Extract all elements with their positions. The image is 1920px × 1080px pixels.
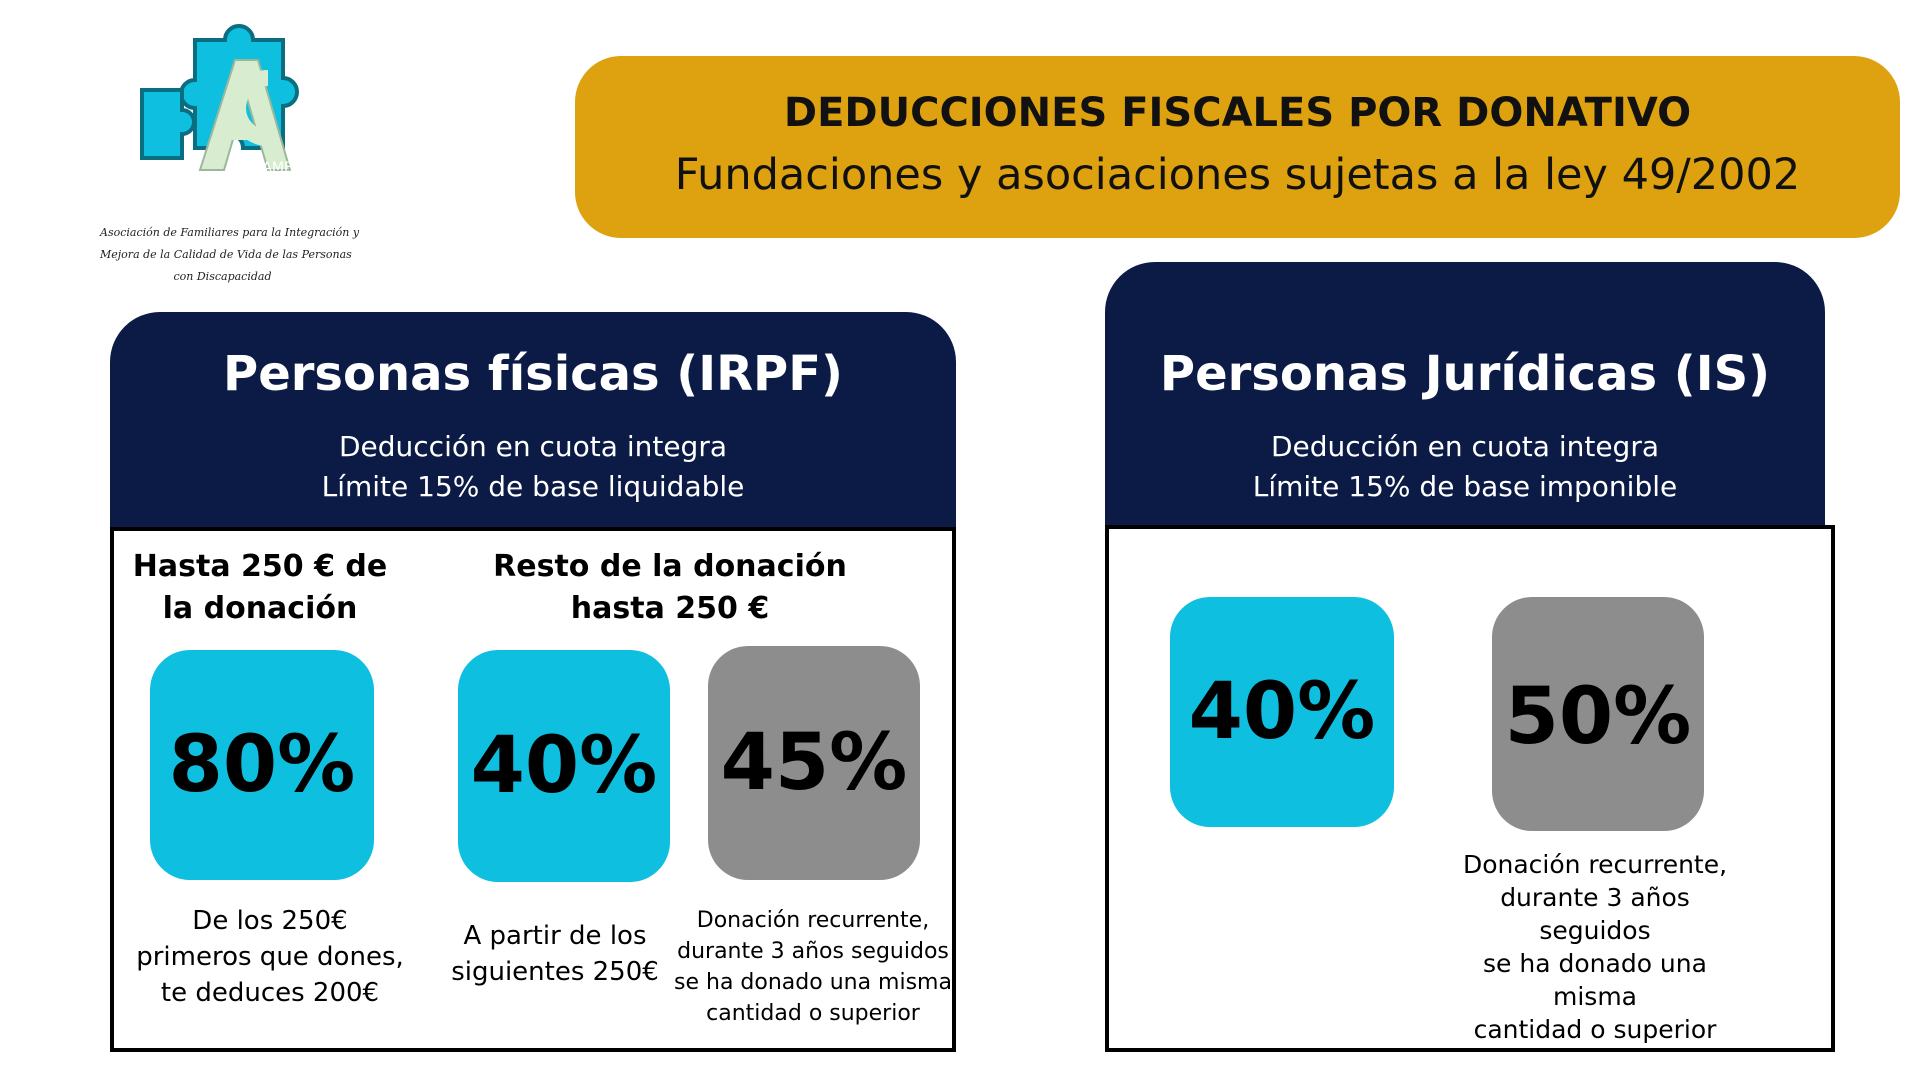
caption-line: cantidad o superior: [1473, 1015, 1717, 1044]
logo-caption: Asociación de Familiares para la Integra…: [100, 222, 360, 288]
is-50-tile: 50%: [1492, 597, 1704, 831]
caption-line: se ha donado una misma: [1483, 949, 1707, 1011]
is-line2: Límite 15% de base imponible: [1252, 470, 1678, 503]
puzzle-logo-icon: AFAMEDIS: [140, 24, 317, 176]
caption-line: A partir de los: [463, 921, 647, 951]
irpf-80-tile: 80%: [150, 650, 374, 880]
caption-line: durante 3 años seguidos: [677, 939, 949, 964]
irpf-40-caption: A partir de los siguientes 250€: [440, 918, 670, 990]
is-line1: Deducción en cuota integra: [1270, 430, 1659, 463]
irpf-45-tile: 45%: [708, 646, 920, 880]
heading-line: Hasta 250 € de: [132, 549, 388, 584]
caption-line: te deduces 200€: [160, 978, 380, 1008]
heading-line: la donación: [162, 591, 358, 626]
logo-caption-line: Asociación de Familiares para la Integra…: [100, 226, 360, 239]
irpf-line2: Límite 15% de base liquidable: [321, 470, 745, 503]
caption-line: cantidad o superior: [706, 1001, 920, 1026]
logo-text: AFAMEDIS: [246, 160, 310, 176]
irpf-panel-header: Personas físicas (IRPF) Deducción en cuo…: [110, 312, 956, 530]
banner-title: DEDUCCIONES FISCALES POR DONATIVO: [783, 90, 1692, 136]
irpf-col1-heading: Hasta 250 € de la donación: [130, 546, 390, 630]
irpf-col2-heading: Resto de la donación hasta 250 €: [480, 546, 860, 630]
caption-line: Donación recurrente,: [1462, 850, 1728, 879]
caption-line: durante 3 años seguidos: [1500, 883, 1690, 945]
heading-line: hasta 250 €: [570, 591, 770, 626]
is-40-tile: 40%: [1170, 597, 1394, 827]
caption-line: se ha donado una misma: [674, 970, 952, 995]
banner-subtitle: Fundaciones y asociaciones sujetas a la …: [674, 150, 1801, 200]
caption-line: De los 250€: [192, 906, 348, 936]
logo-caption-line: Mejora de la Calidad de Vida de las Pers…: [100, 248, 352, 261]
caption-line: Donación recurrente,: [696, 908, 930, 933]
irpf-line1: Deducción en cuota integra: [338, 430, 727, 463]
caption-line: siguientes 250€: [451, 957, 659, 987]
irpf-40-tile: 40%: [458, 650, 670, 882]
logo-caption-line: con Discapacidad: [173, 270, 272, 283]
irpf-45-caption: Donación recurrente, durante 3 años segu…: [672, 905, 954, 1029]
caption-line: primeros que dones,: [136, 942, 404, 972]
header-banner: DEDUCCIONES FISCALES POR DONATIVO Fundac…: [575, 56, 1900, 238]
is-50-caption: Donación recurrente, durante 3 años segu…: [1445, 848, 1745, 1046]
irpf-80-caption: De los 250€ primeros que dones, te deduc…: [130, 903, 410, 1011]
afamedis-logo: AFAMEDIS: [140, 20, 317, 190]
irpf-title: Personas físicas (IRPF): [223, 346, 843, 402]
is-panel-header: Personas Jurídicas (IS) Deducción en cuo…: [1105, 262, 1825, 530]
heading-line: Resto de la donación: [493, 549, 847, 584]
is-title: Personas Jurídicas (IS): [1159, 346, 1771, 402]
